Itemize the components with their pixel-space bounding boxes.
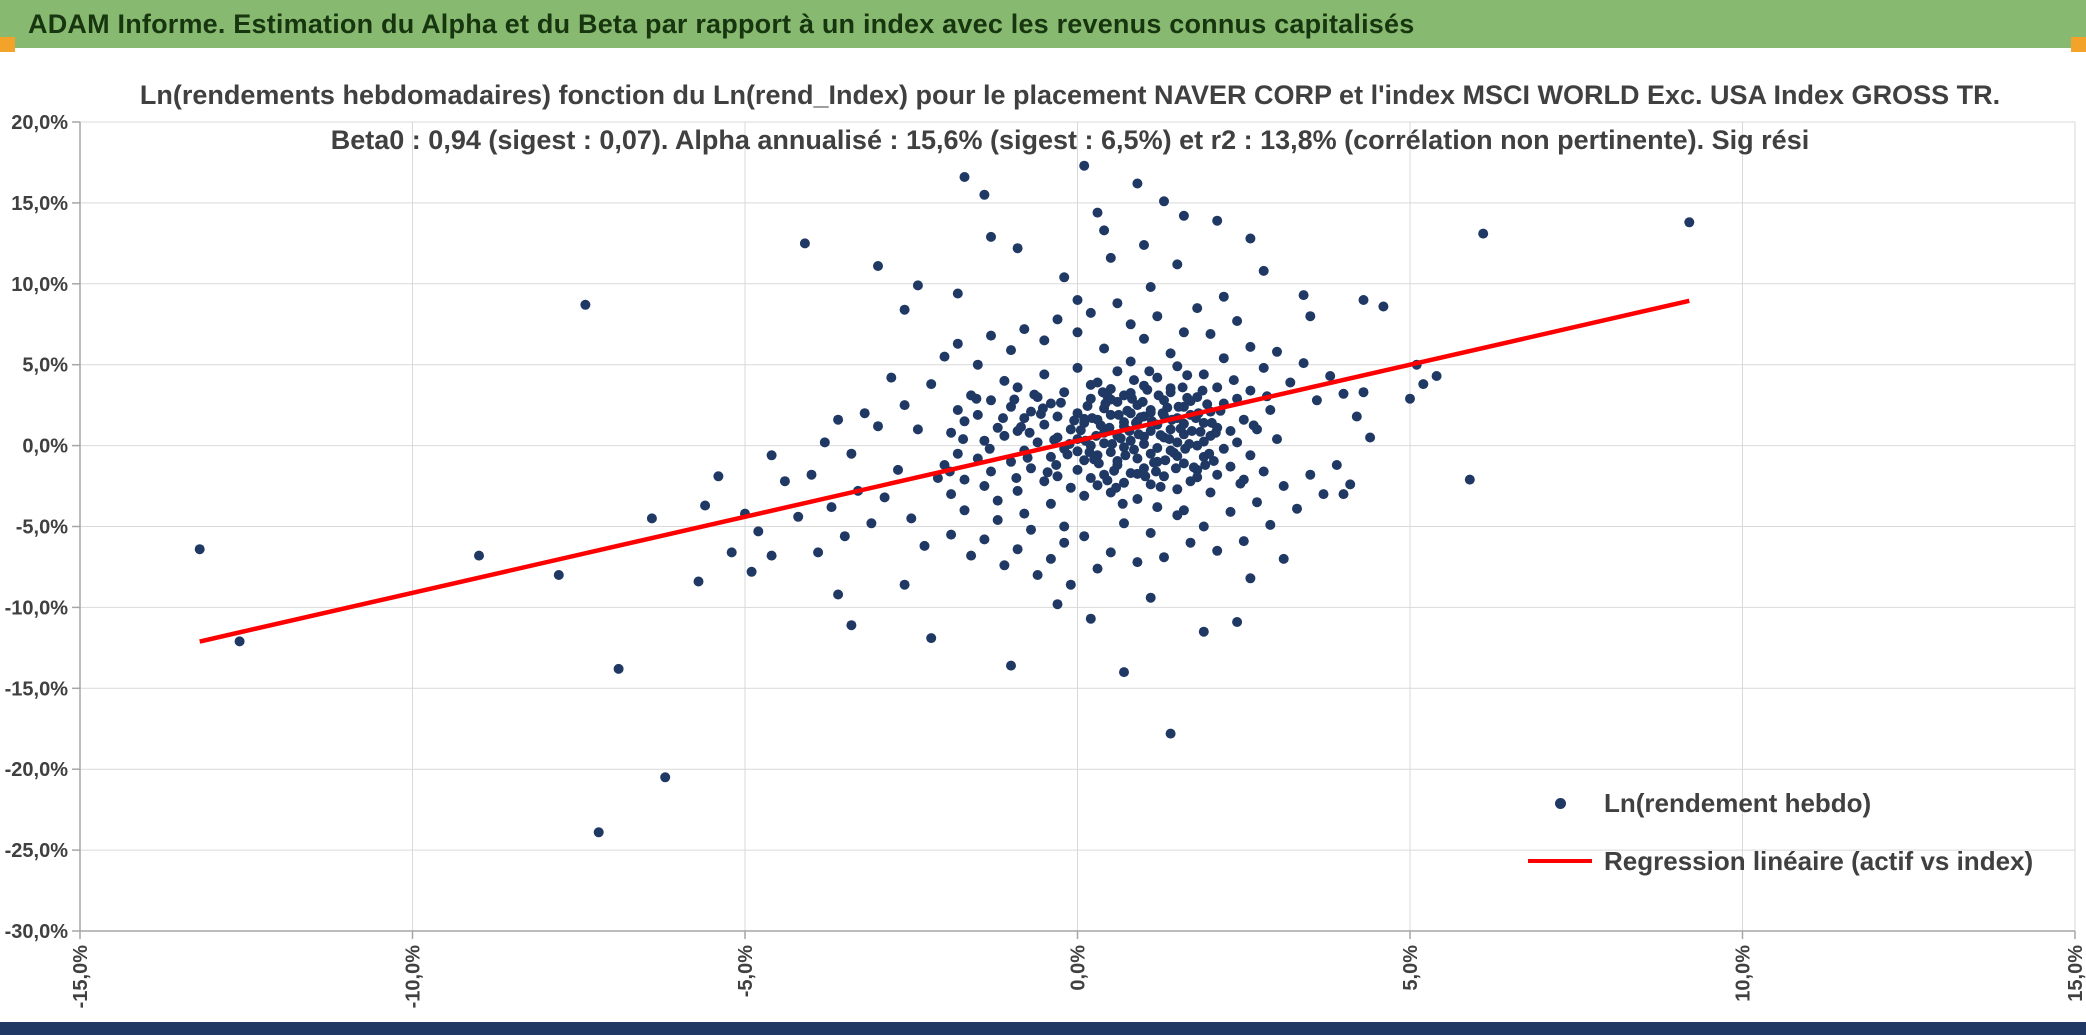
corner-marker-right bbox=[2071, 37, 2086, 52]
svg-text:0,0%: 0,0% bbox=[1068, 945, 1090, 991]
regression-line bbox=[199, 298, 1690, 644]
regression-line-icon bbox=[1528, 859, 1592, 863]
svg-text:10,0%: 10,0% bbox=[1733, 945, 1755, 1002]
chart-area[interactable]: 20,0% 15,0% 10,0% 5,0% 0,0% -5,0% -10,0% -15,0%… bbox=[0, 48, 2086, 1022]
svg-text:15,0%: 15,0% bbox=[2065, 945, 2086, 1002]
corner-marker-left bbox=[0, 37, 15, 52]
chart-title-line1: Ln(rendements hebdomadaires) fonction du… bbox=[139, 80, 2001, 110]
bottom-bar bbox=[0, 1022, 2086, 1035]
svg-text:15,0%: 15,0% bbox=[11, 193, 68, 215]
header-title: ADAM Informe. Estimation du Alpha et du … bbox=[28, 8, 1415, 39]
svg-text:-25,0%: -25,0% bbox=[5, 840, 69, 862]
svg-text:-15,0%: -15,0% bbox=[5, 678, 69, 700]
svg-text:-10,0%: -10,0% bbox=[403, 945, 425, 1009]
svg-text:20,0%: 20,0% bbox=[11, 112, 68, 134]
svg-text:-5,0%: -5,0% bbox=[735, 945, 757, 997]
axes bbox=[72, 121, 2076, 939]
legend-item-regression[interactable]: Regression linéaire (actif vs index) bbox=[1528, 832, 2033, 890]
svg-text:10,0%: 10,0% bbox=[11, 274, 68, 296]
legend-item-scatter[interactable]: Ln(rendement hebdo) bbox=[1528, 774, 2033, 832]
scatter-points bbox=[194, 160, 1695, 838]
y-axis-labels: 20,0% 15,0% 10,0% 5,0% 0,0% -5,0% -10,0% -15,0%… bbox=[5, 112, 69, 943]
svg-text:5,0%: 5,0% bbox=[1400, 945, 1422, 991]
svg-text:-20,0%: -20,0% bbox=[5, 759, 69, 781]
svg-text:-5,0%: -5,0% bbox=[16, 517, 68, 539]
chart-title-line2: Beta0 : 0,94 (sigest : 0,07). Alpha annu… bbox=[330, 125, 1810, 155]
header-bar: ADAM Informe. Estimation du Alpha et du … bbox=[0, 0, 2086, 48]
x-axis-labels: -15,0% -10,0% -5,0% 0,0% 5,0% 10,0% 15,0% bbox=[70, 945, 2086, 1009]
legend-label-regression: Regression linéaire (actif vs index) bbox=[1604, 845, 2034, 876]
scatter-marker-icon bbox=[1528, 797, 1592, 809]
svg-text:-30,0%: -30,0% bbox=[5, 921, 69, 943]
chart-legend: Ln(rendement hebdo) Regression linéaire … bbox=[1528, 774, 2033, 890]
svg-text:5,0%: 5,0% bbox=[22, 355, 68, 377]
svg-text:0,0%: 0,0% bbox=[22, 436, 68, 458]
legend-label-scatter: Ln(rendement hebdo) bbox=[1604, 787, 1872, 818]
svg-text:-15,0%: -15,0% bbox=[70, 945, 92, 1009]
svg-text:-10,0%: -10,0% bbox=[5, 597, 69, 619]
